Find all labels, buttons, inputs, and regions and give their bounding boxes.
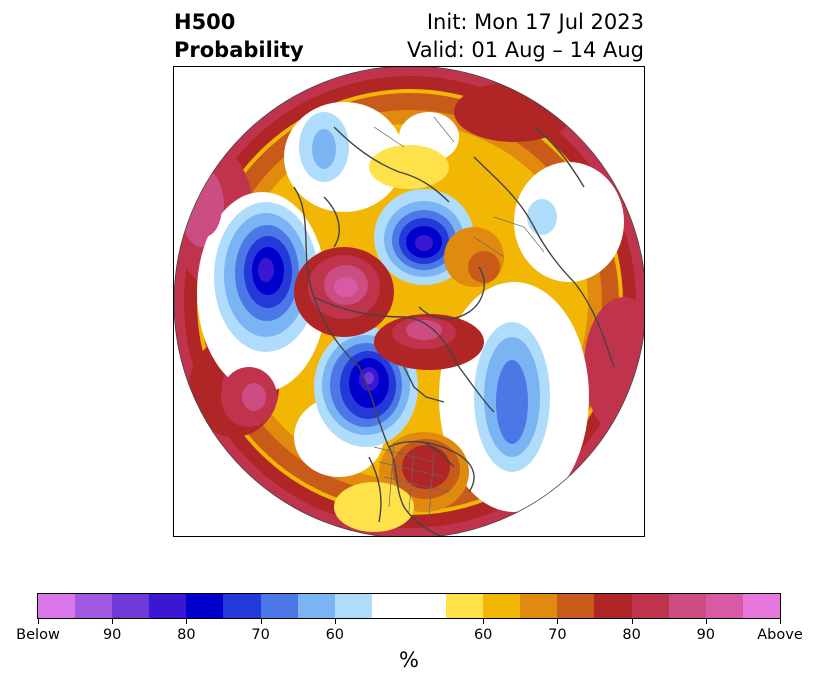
colorbar-swatch	[38, 594, 76, 618]
init-date: Init: Mon 17 Jul 2023	[426, 10, 644, 34]
colorbar-tick-label: Above	[757, 627, 803, 643]
probability-field	[174, 67, 644, 536]
colorbar	[37, 593, 781, 619]
hemispheric-map	[174, 67, 644, 536]
colorbar-tick-mark	[780, 619, 781, 624]
colorbar-swatch	[75, 594, 113, 618]
colorbar-swatch	[186, 594, 224, 618]
colorbar-swatch	[297, 594, 335, 618]
borders	[373, 116, 545, 518]
colorbar-swatch	[594, 594, 632, 618]
title-variable: H500	[174, 10, 236, 34]
colorbar-swatch	[557, 594, 595, 618]
colorbar-swatch	[112, 594, 150, 618]
colorbar-swatch	[334, 594, 372, 618]
colorbar-tick-mark	[631, 619, 633, 624]
colorbar-tick-mark	[38, 619, 39, 624]
colorbar-tick-mark	[557, 619, 559, 624]
colorbar-swatch	[631, 594, 669, 618]
colorbar-tick-mark	[186, 619, 188, 624]
colorbar-tick-label: 70	[251, 627, 270, 643]
probability-map	[173, 66, 645, 537]
colorbar-swatch	[742, 594, 780, 618]
colorbar-swatch	[149, 594, 187, 618]
colorbar-swatch	[668, 594, 706, 618]
title-product: Probability	[174, 38, 304, 62]
colorbar-swatch	[705, 594, 743, 618]
colorbar-tick-label: 70	[548, 627, 567, 643]
chart-title: H500 Probability	[174, 8, 304, 64]
colorbar-swatch	[446, 594, 484, 618]
colorbar-swatch	[483, 594, 521, 618]
colorbar-tick-label: 90	[102, 627, 122, 643]
colorbar-tick-label: 60	[325, 627, 345, 643]
colorbar-tick-label: 90	[696, 627, 716, 643]
forecast-dates: Init: Mon 17 Jul 2023 Valid: 01 Aug – 14…	[407, 8, 644, 64]
colorbar-tick-mark	[483, 619, 485, 624]
colorbar-tick-label: 60	[473, 627, 493, 643]
colorbar-tick-label: 80	[622, 627, 641, 643]
colorbar-tick-label: Below	[16, 627, 60, 643]
colorbar-tick-label: 80	[177, 627, 196, 643]
colorbar-tick-mark	[334, 619, 336, 624]
colorbar-swatch	[520, 594, 558, 618]
colorbar-tick-mark	[260, 619, 262, 624]
valid-dates: Valid: 01 Aug – 14 Aug	[406, 38, 644, 62]
colorbar-tick-mark	[112, 619, 114, 624]
colorbar-swatch	[223, 594, 261, 618]
colorbar-units: %	[399, 648, 419, 672]
coastlines	[293, 126, 615, 536]
colorbar-swatch	[371, 594, 447, 618]
colorbar-swatch	[260, 594, 298, 618]
colorbar-tick-mark	[705, 619, 707, 624]
